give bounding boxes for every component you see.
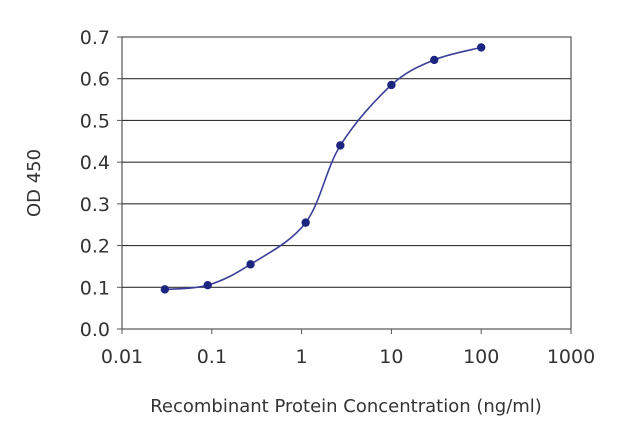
y-tick-label: 0.3 [80,194,110,216]
y-tick-label: 0.1 [80,277,110,299]
data-point [203,281,212,290]
x-tick-label: 100 [463,346,499,368]
grid-lines [122,78,571,288]
x-tick-label: 0.1 [197,346,227,368]
plot-area [121,36,572,330]
data-point [160,285,170,294]
y-tick-label: 0.0 [80,319,110,341]
series-group [160,43,486,294]
data-point [477,43,486,52]
y-tick-label: 0.6 [80,69,110,91]
y-tick-label: 0.5 [80,110,110,132]
x-tick-label: 0.01 [101,346,143,368]
x-tick-label: 1000 [547,346,595,368]
data-point [246,260,255,269]
x-axis-ticks: 0.01 0.1 1 10 100 1000 [101,329,595,368]
x-tick-label: 1 [296,346,308,368]
data-point [336,141,345,150]
x-axis-label: Recombinant Protein Concentration (ng/ml… [150,396,542,417]
x-tick-label: 10 [379,346,403,368]
data-point [301,218,310,227]
series-line [164,46,482,291]
y-axis-label: OD 450 [24,149,45,217]
data-point [387,80,396,90]
y-axis-ticks: 0.0 0.1 0.2 0.3 0.4 0.5 0.6 0.7 [80,27,122,341]
y-tick-label: 0.7 [80,27,110,49]
y-tick-label: 0.4 [80,152,110,174]
y-tick-label: 0.2 [80,236,110,258]
data-point [430,55,439,65]
